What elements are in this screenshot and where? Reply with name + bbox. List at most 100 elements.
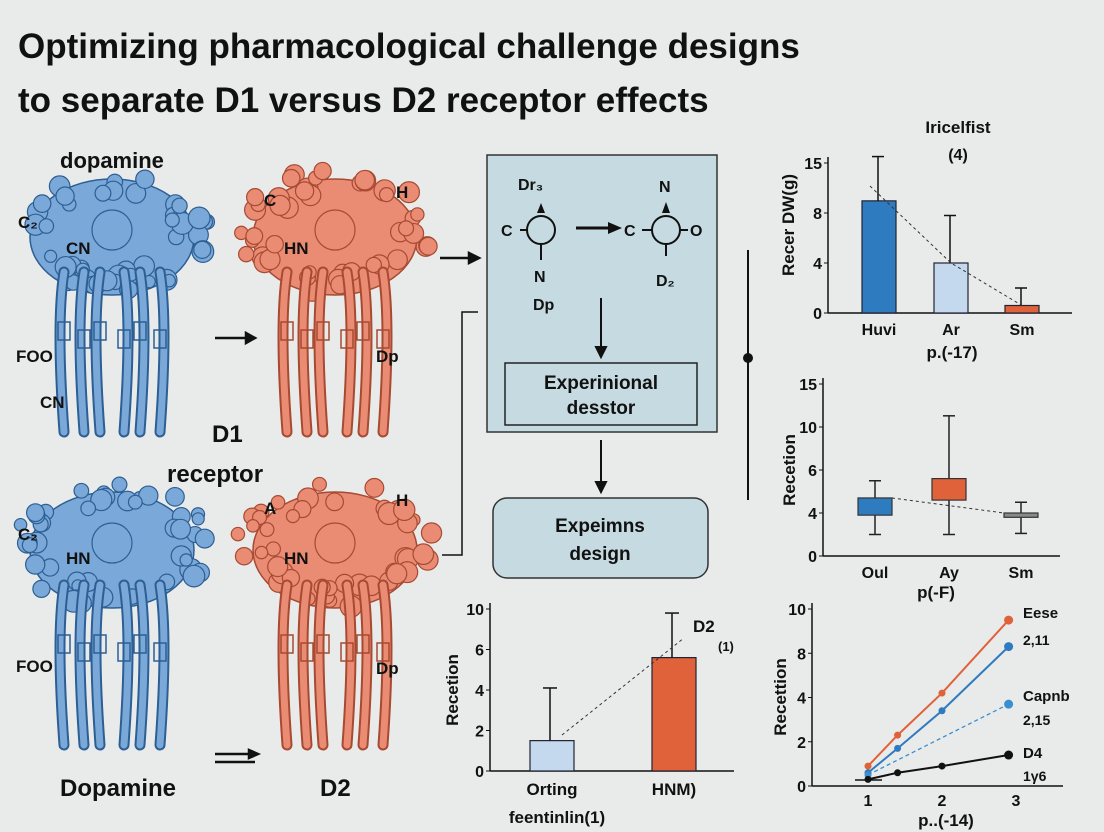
helix-band (117, 642, 131, 662)
transmembrane-helix (343, 268, 355, 436)
blue-bottom-label: C₂ (18, 525, 38, 544)
binding-site (314, 209, 356, 251)
box (1003, 512, 1039, 518)
receptor-bead (294, 181, 315, 201)
helix-band (376, 329, 390, 349)
receptor-bead (313, 161, 332, 181)
design-box-line1: Expeimns (555, 516, 645, 537)
helix-band (316, 321, 330, 341)
helix-band (340, 329, 354, 349)
trend-line (561, 637, 685, 736)
receptor-bead (165, 486, 185, 507)
data-point (1004, 750, 1014, 760)
blue-top-label: CN (66, 239, 91, 258)
series-label: Eese (1023, 605, 1058, 622)
series-line (867, 645, 1010, 774)
chart-title: Iricelfist (925, 118, 991, 137)
receptor-bead (187, 206, 211, 230)
molecule-label: C (501, 223, 513, 240)
left-molecule: Dr₃ C N Dp (501, 177, 556, 314)
y-tick-label: 0 (475, 764, 484, 781)
receptor-bead (246, 519, 260, 533)
series-value-label: 1γ6 (1023, 768, 1047, 784)
chart-subtitle: (4) (948, 147, 968, 164)
d2-blue-receptor (13, 476, 215, 751)
helix-band (93, 634, 107, 654)
y-tick-label: 4 (475, 683, 484, 700)
transmembrane-helix (156, 268, 168, 436)
x-tick-label: Huvi (862, 322, 897, 339)
y-axis-label: Recer DW(g) (779, 174, 798, 276)
helix-band (77, 329, 91, 349)
y-tick-label: 4 (808, 506, 817, 523)
receptor-bead (364, 477, 385, 498)
y-tick-label: 2 (797, 735, 806, 752)
receptor-bead (265, 234, 284, 254)
transmembrane-helix (136, 268, 148, 436)
transmembrane-helix (120, 268, 132, 436)
blue-bottom-label: HN (66, 549, 91, 568)
helix-band (316, 634, 330, 654)
transmembrane-helix (343, 581, 355, 749)
receptor-bead (285, 509, 301, 524)
dopamine-bottom-label: Dopamine (60, 775, 176, 802)
transmembrane-helix (315, 581, 327, 749)
data-point (938, 762, 946, 770)
red-top-label: HN (284, 239, 309, 258)
arrow-head (594, 346, 608, 360)
receptor-bead (127, 494, 143, 510)
bar (651, 656, 697, 772)
helix-band (356, 634, 370, 654)
x-axis-label: p.(-17) (927, 343, 978, 362)
y-tick-label: 8 (797, 646, 806, 663)
x-tick-label: Oul (862, 565, 889, 582)
x-tick-label: Orting (527, 780, 578, 799)
receptor-bead (259, 522, 275, 538)
data-point (1004, 699, 1014, 709)
receptor-bead (182, 564, 206, 588)
arrow-head (244, 330, 258, 346)
receptor-head (29, 491, 195, 609)
transmembrane-helix (359, 581, 371, 749)
experimental-box (504, 362, 698, 426)
series-label: D4 (1023, 745, 1043, 762)
bar (933, 262, 969, 314)
molecule-label: C (624, 223, 636, 240)
data-point (894, 744, 902, 752)
receptor-bead (13, 517, 28, 532)
receptor-label: receptor (167, 461, 263, 488)
binding-site (91, 522, 133, 564)
chart-box: 0 4 6 10 15 Recetion Oul Ay Sm p(-F) (780, 377, 1060, 602)
red-top-label: C (264, 191, 276, 210)
series-line (867, 619, 1010, 767)
binding-site (314, 522, 356, 564)
transmembrane-helix (279, 268, 291, 436)
d2-bottom-label: D2 (320, 775, 351, 802)
chart-bar-1: 0 4 8 15 Recer DW(g) Iricelfist (4) Huvi Ar Sm p.(… (779, 118, 1072, 362)
binding-site (91, 209, 133, 251)
title-line-2: to separate D1 versus D2 receptor effect… (18, 81, 709, 120)
box (931, 478, 967, 501)
receptor-bead (269, 194, 291, 216)
series-label: Capnb (1023, 688, 1070, 705)
y-tick-label: 10 (788, 602, 806, 619)
receptor-bead (171, 197, 188, 214)
helix-band (280, 321, 294, 341)
helix-band (153, 329, 167, 349)
bracket-line (442, 311, 478, 556)
data-point (1004, 615, 1014, 625)
data-point (938, 689, 946, 697)
red-bottom-label: HN (284, 549, 309, 568)
receptor-bead (234, 546, 254, 566)
helix-band (133, 321, 147, 341)
x-tick-label: 1 (864, 793, 873, 810)
receptor-bead (386, 563, 408, 585)
bar (1004, 304, 1040, 314)
red-bottom-label: Dp (376, 659, 399, 678)
design-box (492, 497, 709, 579)
box (857, 497, 893, 516)
charts: 0 4 8 15 Recer DW(g) Iricelfist (4) Huvi Ar Sm p.(… (443, 118, 1072, 830)
helix-band (356, 321, 370, 341)
series-value-label: 2,11 (1023, 632, 1050, 648)
y-tick-label: 0 (797, 779, 806, 796)
